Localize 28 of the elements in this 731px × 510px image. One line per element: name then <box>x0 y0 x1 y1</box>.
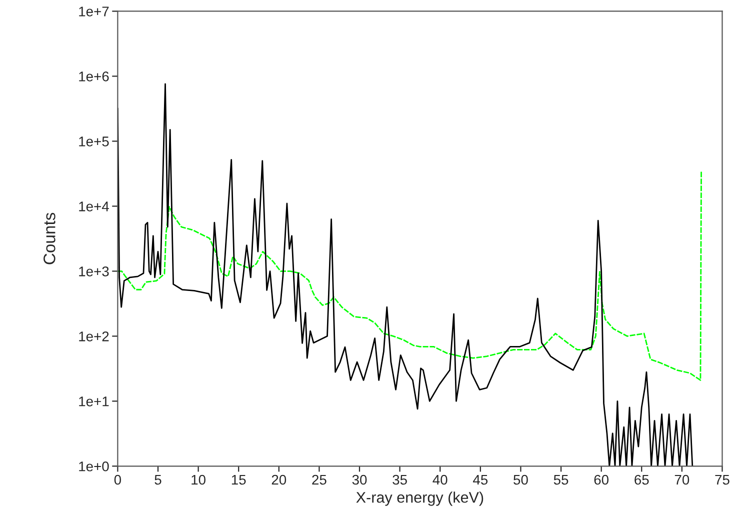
y-tick-label: 1e+2 <box>79 331 109 342</box>
x-tick-label: 0 <box>114 474 122 485</box>
x-tick-label: 45 <box>473 474 488 485</box>
x-axis-title: X-ray energy (keV) <box>356 492 484 506</box>
x-tick-label: 25 <box>312 474 326 485</box>
x-tick-label: 55 <box>554 474 568 485</box>
x-tick-label: 10 <box>192 474 206 485</box>
y-tick-label: 1e+5 <box>79 136 109 146</box>
x-tick-label: 20 <box>272 474 286 485</box>
y-tick-label: 1e+1 <box>79 396 109 406</box>
y-tick-label: 1e+4 <box>79 202 109 212</box>
x-tick-label: 60 <box>594 474 608 485</box>
x-tick-label: 65 <box>634 474 649 485</box>
line-series <box>118 83 694 466</box>
x-tick-label: 50 <box>514 474 528 485</box>
x-tick-label: 70 <box>674 474 690 485</box>
y-tick-label: 1e+3 <box>79 266 109 276</box>
y-axis-title: Counts <box>44 212 56 264</box>
line-series <box>118 170 702 381</box>
x-tick-label: 75 <box>715 474 730 485</box>
x-tick-label: 40 <box>432 474 448 485</box>
y-tick-label: 1e+7 <box>79 6 109 16</box>
x-tick-label: 30 <box>352 474 367 485</box>
y-tick-label: 1e+0 <box>79 461 109 472</box>
x-tick-label: 35 <box>392 474 407 485</box>
x-tick-label: 5 <box>154 474 162 485</box>
x-tick-label: 15 <box>232 474 246 485</box>
y-tick-label: 1e+6 <box>79 72 109 82</box>
